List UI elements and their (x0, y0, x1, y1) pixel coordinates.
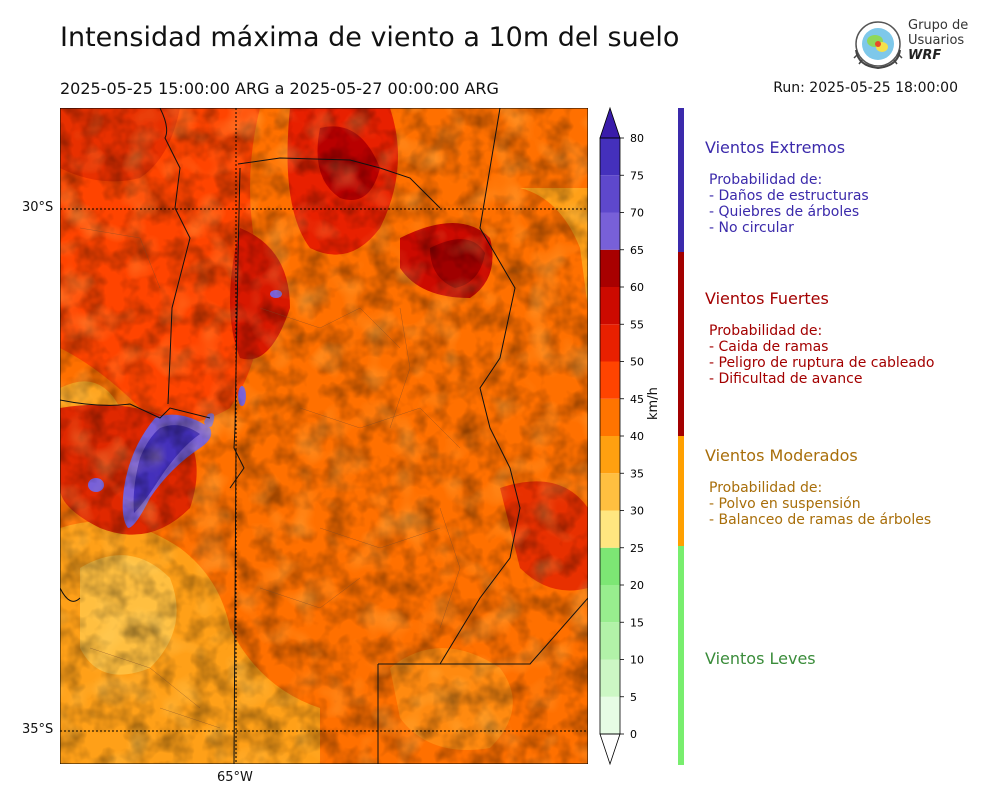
colorbar-tick-label: 70 (630, 207, 644, 220)
category-description-line: - Caida de ramas (709, 339, 829, 355)
colorbar-tick-label: 50 (630, 356, 644, 369)
wrf-logo-icon (853, 21, 903, 70)
colorbar-tick-label: 30 (630, 505, 644, 518)
logo-text: Grupo de Usuarios WRF (908, 18, 969, 63)
colorbar-band (600, 249, 620, 287)
category-title: Vientos Fuertes (705, 289, 829, 308)
colorbar-tick-label: 35 (630, 467, 644, 480)
colorbar-tick-label: 5 (630, 691, 637, 704)
colorbar-band (600, 622, 620, 660)
category-description-line: - Peligro de ruptura de cableado (709, 355, 935, 371)
colorbar-tick-label: 15 (630, 616, 644, 629)
category-description-line: - No circular (709, 220, 794, 236)
colorbar-tick-label: 80 (630, 132, 644, 145)
category-description-line: - Daños de estructuras (709, 188, 869, 204)
colorbar-unit-label: km/h (646, 387, 661, 420)
category-bar-segment (678, 546, 684, 765)
colorbar-tick-label: 25 (630, 542, 644, 555)
colorbar-band (600, 659, 620, 697)
colorbar-tick-label: 65 (630, 244, 644, 257)
category-title: Vientos Extremos (705, 138, 846, 157)
category-description-line: - Balanceo de ramas de árboles (709, 512, 932, 528)
colorbar-band (600, 473, 620, 511)
colorbar-tick-label: 0 (630, 728, 637, 741)
colorbar-band (600, 696, 620, 734)
colorbar-band (600, 436, 620, 474)
colorbar-band (600, 212, 620, 250)
lat-label-30s: 30°S (22, 200, 54, 215)
category-description-line: - Polvo en suspensión (709, 496, 861, 512)
colorbar-band (600, 547, 620, 585)
lat-label-35s: 35°S (22, 722, 54, 737)
colorbar-tick-label: 10 (630, 654, 644, 667)
colorbar-band (600, 585, 620, 623)
category-color-bar (678, 108, 684, 765)
colorbar-band (600, 287, 620, 325)
colorbar-band (600, 361, 620, 399)
colorbar-tick-label: 75 (630, 169, 644, 182)
colorbar-extend-top (599, 106, 621, 139)
category-description-line: - Quiebres de árboles (709, 204, 860, 220)
lon-label-65w: 65°W (217, 770, 253, 785)
colorbar-tick-label: 40 (630, 430, 644, 443)
forecast-period: 2025-05-25 15:00:00 ARG a 2025-05-27 00:… (60, 79, 499, 98)
run-time: Run: 2025-05-25 18:00:00 (773, 80, 958, 96)
colorbar-band (600, 138, 620, 176)
colorbar-tick-label: 45 (630, 393, 644, 406)
category-title: Vientos Leves (705, 649, 816, 668)
colorbar-tick-label: 60 (630, 281, 644, 294)
colorbar-tick-label: 20 (630, 579, 644, 592)
wind-intensity-map (60, 108, 588, 764)
category-description-line: Probabilidad de: (709, 480, 823, 496)
map-title: Intensidad máxima de viento a 10m del su… (60, 22, 680, 53)
colorbar-tick-label: 55 (630, 318, 644, 331)
colorbar-extend-bottom (599, 733, 621, 766)
category-bar-segment (678, 108, 684, 252)
category-description-line: Probabilidad de: (709, 323, 823, 339)
category-bar-segment (678, 436, 684, 546)
category-description-line: Probabilidad de: (709, 172, 823, 188)
category-description: Probabilidad de: - Daños de estructuras - … (709, 172, 869, 236)
category-description: Probabilidad de: - Caida de ramas - Peligr… (709, 323, 934, 387)
wind-colorbar: 0 5 10 15 20 25 30 35 40 45 50 55 60 65 70 75 80 (599, 106, 644, 766)
colorbar-band (600, 324, 620, 362)
colorbar-band (600, 510, 620, 548)
colorbar-band (600, 175, 620, 213)
category-bar-segment (678, 252, 684, 436)
category-description: Probabilidad de: - Polvo en suspensión - B… (709, 480, 931, 528)
category-description-line: - Dificultad de avance (709, 371, 863, 387)
category-title: Vientos Moderados (705, 446, 858, 465)
colorbar-band (600, 398, 620, 436)
